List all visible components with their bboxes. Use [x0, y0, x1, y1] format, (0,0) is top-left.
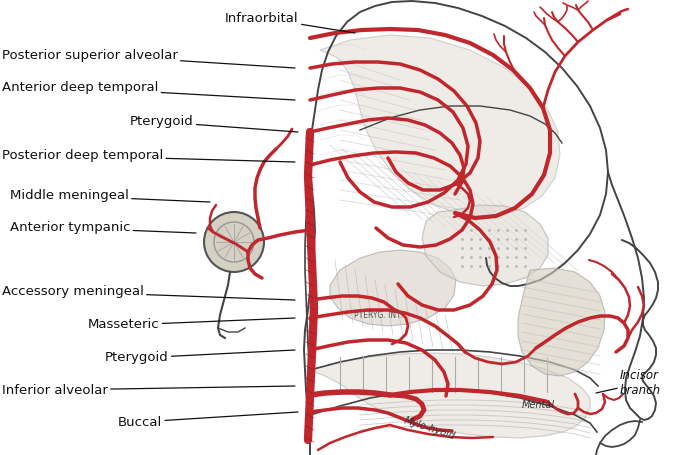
Text: Inferior alveolar: Inferior alveolar — [2, 384, 295, 396]
Text: Masseteric: Masseteric — [88, 318, 295, 332]
Text: Anterior tympanic: Anterior tympanic — [10, 222, 196, 234]
Text: Buccal: Buccal — [118, 412, 298, 429]
Polygon shape — [422, 205, 548, 286]
Circle shape — [204, 212, 264, 272]
Text: Infraorbital: Infraorbital — [225, 11, 355, 33]
Text: Posterior deep temporal: Posterior deep temporal — [2, 150, 295, 162]
Text: Pterygoid: Pterygoid — [105, 350, 295, 364]
Polygon shape — [330, 250, 456, 326]
Text: Anterior deep temporal: Anterior deep temporal — [2, 81, 295, 100]
Text: Mental.: Mental. — [522, 400, 558, 410]
Text: Incisor
branch: Incisor branch — [596, 369, 661, 397]
Polygon shape — [518, 268, 605, 376]
Polygon shape — [320, 35, 560, 217]
Text: PTERYG. INT.: PTERYG. INT. — [354, 310, 402, 319]
Text: Pterygoid: Pterygoid — [130, 116, 298, 132]
Text: Posterior superior alveolar: Posterior superior alveolar — [2, 49, 295, 68]
Text: Middle meningeal: Middle meningeal — [10, 189, 210, 202]
Text: Mylo-hyoid: Mylo-hyoid — [403, 415, 457, 441]
Text: Accessory meningeal: Accessory meningeal — [2, 285, 295, 300]
Polygon shape — [310, 353, 590, 438]
